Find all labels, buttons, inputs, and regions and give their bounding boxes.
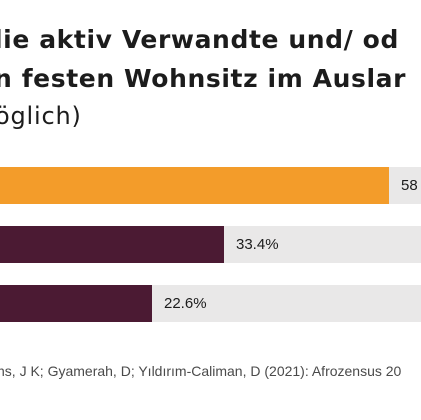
bar-3 bbox=[0, 285, 152, 322]
bar-value-label-3: 22.6% bbox=[164, 295, 207, 312]
chart-title-line-2: n festen Wohnsitz im Auslar bbox=[0, 64, 407, 93]
bar-value-label-1: 58 bbox=[401, 177, 418, 194]
chart-title-line-1: lie aktiv Verwandte und/ od bbox=[0, 25, 399, 54]
bar-track-3 bbox=[0, 285, 421, 322]
chart-subtitle: öglich) bbox=[0, 102, 82, 130]
source-note: ns, J K; Gyamerah, D; Yıldırım-Caliman, … bbox=[0, 363, 402, 379]
bar-1 bbox=[0, 167, 389, 204]
bar-2 bbox=[0, 226, 224, 263]
bar-track-2 bbox=[0, 226, 421, 263]
bar-track-1 bbox=[0, 167, 421, 204]
bar-value-label-2: 33.4% bbox=[236, 236, 279, 253]
